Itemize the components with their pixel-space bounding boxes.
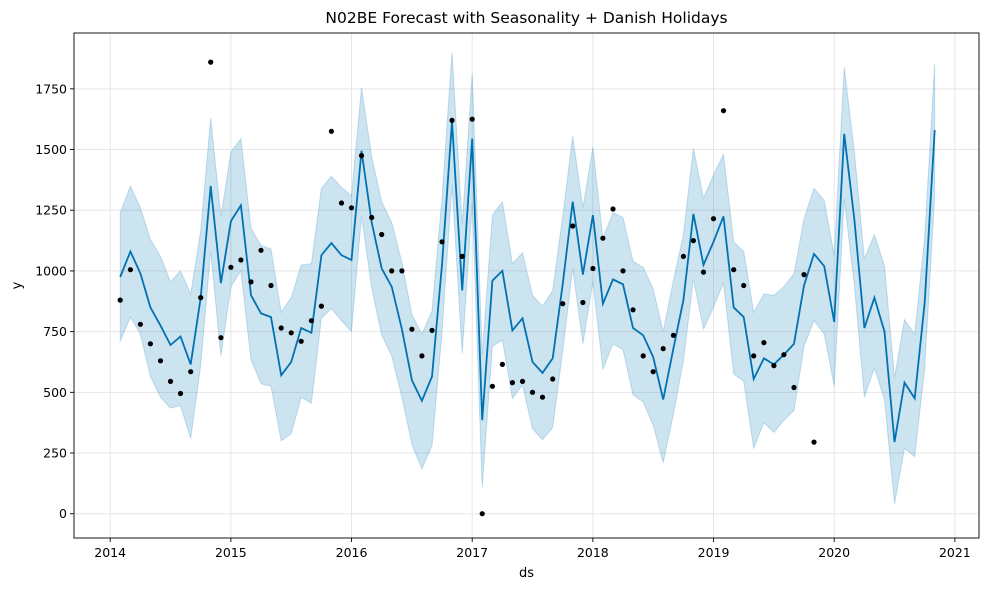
y-tick-label: 750 bbox=[43, 324, 67, 339]
observed-point bbox=[560, 301, 566, 307]
observed-point bbox=[358, 153, 365, 159]
observed-point bbox=[499, 361, 505, 367]
observed-point bbox=[198, 295, 204, 301]
observed-point bbox=[509, 380, 515, 386]
observed-point bbox=[811, 439, 817, 445]
observed-point bbox=[127, 267, 133, 273]
x-tick-label: 2016 bbox=[336, 545, 368, 560]
observed-point bbox=[218, 335, 224, 341]
observed-point bbox=[419, 353, 425, 359]
observed-point bbox=[710, 216, 717, 222]
observed-point bbox=[580, 299, 586, 306]
plot-frame bbox=[73, 32, 980, 539]
observed-point bbox=[801, 272, 807, 278]
observed-point bbox=[650, 369, 656, 375]
observed-point bbox=[258, 247, 264, 253]
observed-point bbox=[459, 253, 465, 259]
observed-point bbox=[328, 128, 334, 134]
y-axis-label: y bbox=[10, 281, 25, 289]
x-axis-label: ds bbox=[519, 566, 534, 581]
observed-point bbox=[137, 321, 143, 327]
observed-point bbox=[640, 353, 646, 359]
observed-point bbox=[369, 214, 375, 221]
observed-point bbox=[630, 307, 636, 313]
observed-point bbox=[791, 384, 797, 391]
observed-point bbox=[720, 108, 727, 114]
observed-point bbox=[338, 200, 345, 206]
observed-point bbox=[479, 511, 485, 517]
grid bbox=[74, 33, 979, 538]
x-tick-label: 2014 bbox=[94, 545, 126, 560]
observed-point bbox=[157, 358, 164, 364]
x-tick-label: 2015 bbox=[215, 545, 247, 560]
observed-point bbox=[379, 231, 385, 238]
x-tick-label: 2020 bbox=[818, 545, 850, 560]
observed-point bbox=[348, 205, 355, 211]
observed-point bbox=[399, 268, 405, 274]
observed-point bbox=[771, 363, 777, 369]
observed-point bbox=[117, 297, 123, 303]
observed-point bbox=[298, 338, 304, 344]
observed-point bbox=[610, 206, 616, 212]
observed-point bbox=[177, 390, 184, 397]
observed-point bbox=[429, 327, 435, 333]
y-tick-label: 500 bbox=[43, 385, 67, 400]
observed-point bbox=[288, 330, 294, 336]
observed-point bbox=[539, 394, 546, 400]
observed-point bbox=[550, 376, 556, 382]
y-tick-label: 1000 bbox=[35, 263, 67, 278]
observed-point bbox=[600, 235, 606, 241]
y-tick-label: 250 bbox=[43, 446, 67, 461]
chart-title: N02BE Forecast with Seasonality + Danish… bbox=[325, 9, 727, 27]
observed-point bbox=[590, 265, 596, 272]
axis-ticks: 2014 2015 2016 2017 2018 2019 2020 2021 0 250 500 7… bbox=[35, 81, 971, 560]
observed-point bbox=[469, 116, 475, 122]
forecast-line-group bbox=[119, 121, 936, 443]
observed-point bbox=[318, 303, 324, 309]
observed-point bbox=[409, 326, 415, 332]
observed-point bbox=[268, 282, 274, 289]
y-tick-label: 0 bbox=[59, 506, 67, 521]
observed-point bbox=[741, 282, 747, 289]
observed-point bbox=[449, 117, 455, 123]
observed-point bbox=[781, 352, 787, 358]
observed-point bbox=[519, 378, 526, 384]
observed-point bbox=[248, 279, 254, 285]
observed-point bbox=[308, 318, 314, 324]
observed-point bbox=[489, 383, 495, 389]
observed-point bbox=[529, 389, 536, 395]
observed-point bbox=[278, 325, 284, 331]
y-tick-label: 1250 bbox=[35, 203, 67, 218]
observed-point bbox=[228, 264, 234, 270]
observed-point bbox=[439, 239, 445, 245]
observed-point bbox=[670, 332, 677, 338]
observed-point bbox=[570, 223, 576, 229]
observed-point bbox=[147, 341, 153, 347]
y-tick-label: 1750 bbox=[35, 81, 67, 96]
x-tick-label: 2021 bbox=[939, 545, 971, 560]
uncertainty-band-area bbox=[119, 52, 936, 505]
observed-point bbox=[761, 340, 767, 346]
uncertainty-band bbox=[119, 52, 936, 505]
observed-point bbox=[660, 346, 666, 352]
observed-point bbox=[208, 59, 214, 65]
observed-points bbox=[117, 59, 817, 517]
observed-point bbox=[731, 267, 737, 273]
observed-point bbox=[188, 369, 194, 375]
x-tick-label: 2019 bbox=[698, 545, 730, 560]
observed-point bbox=[620, 268, 626, 274]
observed-point bbox=[690, 238, 697, 244]
observed-point bbox=[238, 257, 244, 263]
y-tick-label: 1500 bbox=[35, 142, 67, 157]
observed-point bbox=[680, 253, 687, 259]
x-tick-label: 2017 bbox=[456, 545, 488, 560]
x-tick-label: 2018 bbox=[577, 545, 609, 560]
observed-point bbox=[700, 269, 707, 275]
observed-point bbox=[389, 268, 395, 274]
observed-point bbox=[751, 353, 757, 359]
observed-point bbox=[167, 378, 174, 384]
forecast-line bbox=[119, 121, 936, 443]
